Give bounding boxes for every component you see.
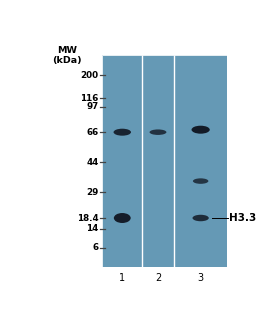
Text: 3: 3	[198, 272, 204, 283]
Text: H3.3: H3.3	[229, 213, 256, 223]
Text: 6: 6	[92, 243, 99, 252]
Ellipse shape	[114, 129, 131, 136]
Text: 44: 44	[86, 158, 99, 167]
Text: 2: 2	[155, 272, 161, 283]
Bar	[102, 55, 227, 267]
Ellipse shape	[193, 178, 208, 184]
Text: 18.4: 18.4	[77, 214, 99, 223]
Text: 1: 1	[119, 272, 125, 283]
Text: 14: 14	[86, 225, 99, 234]
Ellipse shape	[191, 126, 210, 134]
Text: 97: 97	[86, 102, 99, 111]
Text: 66: 66	[86, 128, 99, 137]
Ellipse shape	[150, 130, 166, 135]
Text: 29: 29	[86, 188, 99, 197]
Text: MW
(kDa): MW (kDa)	[52, 46, 81, 65]
Ellipse shape	[114, 213, 131, 223]
Text: 116: 116	[80, 94, 99, 103]
Text: 200: 200	[80, 71, 99, 80]
Ellipse shape	[193, 215, 209, 221]
